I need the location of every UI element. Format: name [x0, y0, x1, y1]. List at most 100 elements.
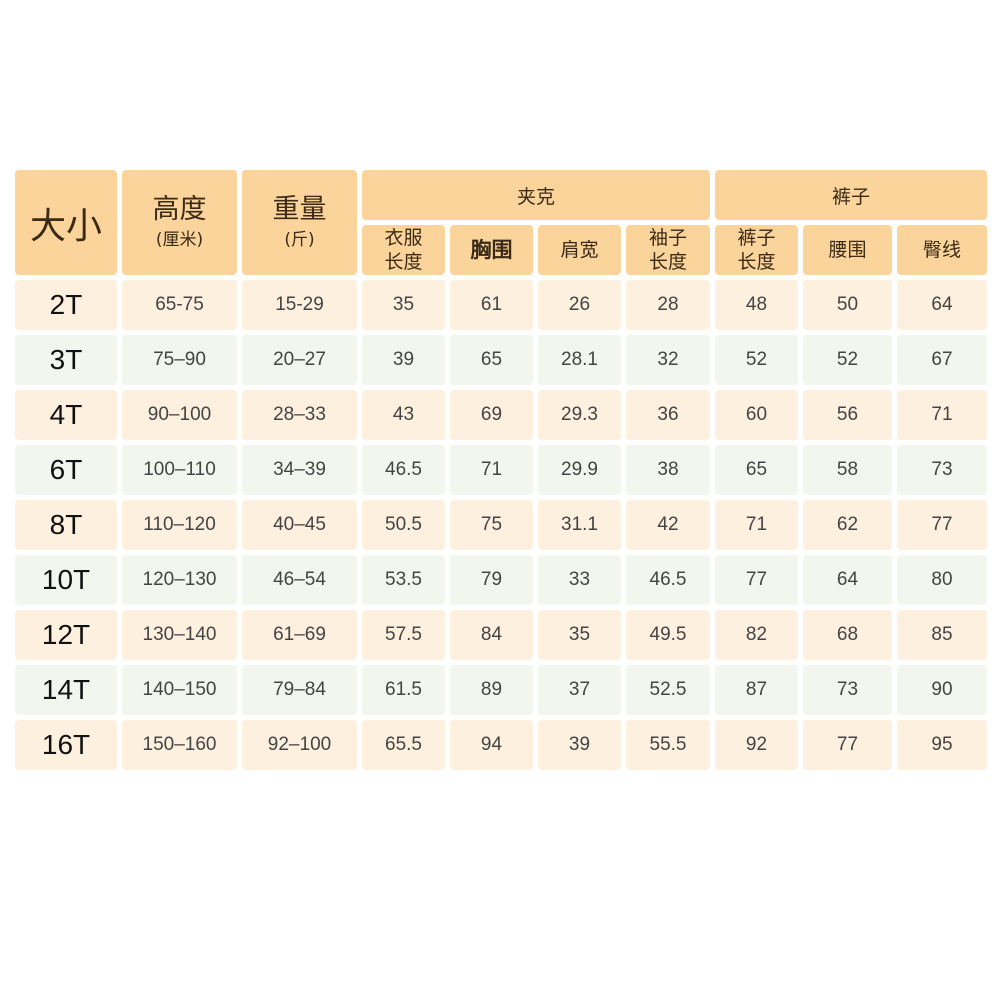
- table-cell: 84: [450, 610, 533, 660]
- size-label-cell: 6T: [15, 445, 117, 495]
- table-cell: 64: [803, 555, 892, 605]
- table-cell: 39: [362, 335, 445, 385]
- table-cell: 61–69: [242, 610, 357, 660]
- table-cell: 65: [715, 445, 798, 495]
- table-cell: 79–84: [242, 665, 357, 715]
- table-cell: 67: [897, 335, 987, 385]
- table-cell: 90–100: [122, 390, 237, 440]
- table-cell: 39: [538, 720, 621, 770]
- table-cell: 46–54: [242, 555, 357, 605]
- header-subcolumn: 肩宽: [538, 225, 621, 275]
- table-cell: 82: [715, 610, 798, 660]
- header-height: 高度 (厘米): [122, 170, 237, 275]
- table-cell: 79: [450, 555, 533, 605]
- table-cell: 75–90: [122, 335, 237, 385]
- table-cell: 26: [538, 280, 621, 330]
- table-cell: 77: [715, 555, 798, 605]
- header-subcolumn-label: 腰围: [828, 239, 867, 261]
- table-cell: 75: [450, 500, 533, 550]
- header-pants: 裤子: [715, 170, 987, 220]
- table-cell: 92–100: [242, 720, 357, 770]
- table-cell: 35: [362, 280, 445, 330]
- table-cell: 29.3: [538, 390, 621, 440]
- table-cell: 55.5: [626, 720, 710, 770]
- table-cell: 28–33: [242, 390, 357, 440]
- size-label-cell: 14T: [15, 665, 117, 715]
- header-subcolumn-label: 裤子: [737, 227, 776, 249]
- table-cell: 52: [715, 335, 798, 385]
- table-cell: 60: [715, 390, 798, 440]
- size-chart-table: 大小 高度 (厘米) 重量 (斤) 夹克 裤子 衣服 长度 胸围 肩宽 袖子 长度 裤子 长度…: [15, 170, 987, 770]
- table-cell: 77: [897, 500, 987, 550]
- table-cell: 56: [803, 390, 892, 440]
- table-cell: 31.1: [538, 500, 621, 550]
- header-subcolumn-label: 胸围: [470, 238, 513, 262]
- table-cell: 89: [450, 665, 533, 715]
- table-cell: 150–160: [122, 720, 237, 770]
- table-cell: 40–45: [242, 500, 357, 550]
- table-cell: 35: [538, 610, 621, 660]
- table-cell: 46.5: [626, 555, 710, 605]
- table-cell: 73: [803, 665, 892, 715]
- header-subcolumn-label: 长度: [648, 251, 687, 273]
- table-cell: 52.5: [626, 665, 710, 715]
- table-cell: 62: [803, 500, 892, 550]
- table-cell: 140–150: [122, 665, 237, 715]
- table-cell: 92: [715, 720, 798, 770]
- table-cell: 46.5: [362, 445, 445, 495]
- header-subcolumn-label: 臀线: [922, 239, 961, 261]
- header-subcolumn: 裤子 长度: [715, 225, 798, 275]
- table-cell: 43: [362, 390, 445, 440]
- header-subcolumn-label: 衣服: [384, 227, 423, 249]
- table-cell: 65.5: [362, 720, 445, 770]
- header-subcolumn-label: 长度: [384, 251, 423, 273]
- table-cell: 49.5: [626, 610, 710, 660]
- size-label-cell: 16T: [15, 720, 117, 770]
- table-cell: 28: [626, 280, 710, 330]
- table-cell: 71: [897, 390, 987, 440]
- table-cell: 36: [626, 390, 710, 440]
- table-cell: 87: [715, 665, 798, 715]
- header-weight-unit: (斤): [284, 229, 315, 250]
- header-height-unit: (厘米): [155, 229, 204, 250]
- size-label-cell: 3T: [15, 335, 117, 385]
- table-cell: 71: [450, 445, 533, 495]
- table-cell: 38: [626, 445, 710, 495]
- table-cell: 94: [450, 720, 533, 770]
- header-subcolumn-label: 袖子: [648, 227, 687, 249]
- table-cell: 130–140: [122, 610, 237, 660]
- table-cell: 71: [715, 500, 798, 550]
- table-cell: 32: [626, 335, 710, 385]
- table-cell: 61.5: [362, 665, 445, 715]
- header-subcolumn-label: 长度: [737, 251, 776, 273]
- table-cell: 33: [538, 555, 621, 605]
- table-cell: 34–39: [242, 445, 357, 495]
- header-subcolumn: 腰围: [803, 225, 892, 275]
- table-cell: 20–27: [242, 335, 357, 385]
- header-subcolumn: 胸围: [450, 225, 533, 275]
- table-cell: 64: [897, 280, 987, 330]
- table-cell: 50.5: [362, 500, 445, 550]
- table-cell: 52: [803, 335, 892, 385]
- table-cell: 48: [715, 280, 798, 330]
- table-cell: 69: [450, 390, 533, 440]
- table-cell: 65: [450, 335, 533, 385]
- table-cell: 28.1: [538, 335, 621, 385]
- table-cell: 90: [897, 665, 987, 715]
- table-cell: 100–110: [122, 445, 237, 495]
- table-cell: 15-29: [242, 280, 357, 330]
- table-cell: 73: [897, 445, 987, 495]
- table-cell: 61: [450, 280, 533, 330]
- size-label-cell: 8T: [15, 500, 117, 550]
- table-cell: 58: [803, 445, 892, 495]
- size-label-cell: 4T: [15, 390, 117, 440]
- table-cell: 37: [538, 665, 621, 715]
- table-cell: 42: [626, 500, 710, 550]
- table-cell: 57.5: [362, 610, 445, 660]
- header-weight: 重量 (斤): [242, 170, 357, 275]
- size-label-cell: 10T: [15, 555, 117, 605]
- table-cell: 29.9: [538, 445, 621, 495]
- table-cell: 68: [803, 610, 892, 660]
- header-height-label: 高度: [152, 193, 207, 225]
- table-cell: 80: [897, 555, 987, 605]
